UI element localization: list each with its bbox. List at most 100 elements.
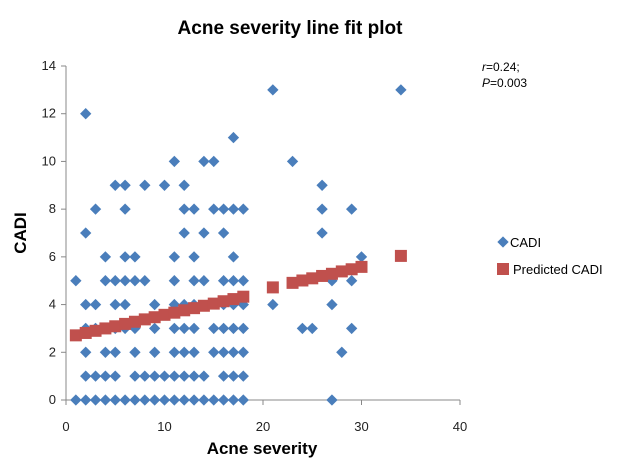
cadi-point: [208, 322, 220, 335]
cadi-point: [316, 227, 328, 239]
x-ticks: 0 10 20 30 40: [62, 400, 467, 434]
cadi-point: [188, 251, 200, 263]
cadi-point: [129, 394, 141, 406]
predicted-cadi-point: [99, 322, 112, 335]
cadi-point: [336, 346, 348, 358]
predicted-cadi-point: [109, 320, 122, 333]
cadi-point: [227, 251, 240, 263]
cadi-point: [158, 394, 171, 406]
cadi-point: [99, 275, 112, 287]
cadi-point: [89, 370, 102, 382]
cadi-point: [168, 370, 181, 382]
predicted-cadi-point: [335, 265, 348, 278]
cadi-point: [217, 203, 230, 215]
predicted-cadi-point: [345, 263, 358, 276]
cadi-point: [109, 179, 121, 191]
x-tick-label: 20: [256, 419, 270, 434]
predicted-cadi-point: [138, 313, 151, 326]
predicted-cadi-point: [89, 324, 102, 337]
cadi-point: [395, 84, 407, 96]
svg-text:r=0.24;: r=0.24;: [482, 60, 520, 74]
cadi-point: [227, 346, 240, 358]
cadi-point: [227, 394, 240, 406]
predicted-cadi-point: [217, 295, 230, 308]
cadi-point: [109, 394, 121, 406]
predicted-cadi-point: [207, 297, 220, 310]
cadi-point: [208, 394, 220, 406]
cadi-point: [188, 203, 200, 215]
cadi-point: [109, 298, 121, 311]
cadi-point: [188, 394, 200, 406]
y-tick-label: 12: [42, 106, 56, 121]
predicted-cadi-point: [188, 302, 201, 315]
cadi-point: [109, 346, 121, 358]
cadi-point: [129, 251, 141, 263]
cadi-point: [99, 394, 112, 406]
cadi-point: [80, 108, 92, 120]
p-value: =0.003: [490, 76, 527, 90]
svg-text:P=0.003: P=0.003: [482, 76, 527, 90]
cadi-point: [237, 370, 249, 382]
legend-cadi-label: CADI: [510, 235, 541, 250]
predicted-cadi-point: [306, 272, 319, 285]
cadi-point: [80, 370, 92, 382]
cadi-point: [89, 203, 102, 215]
cadi-point: [316, 179, 328, 191]
legend-cadi-marker: [497, 236, 509, 248]
cadi-point: [178, 346, 190, 358]
legend: CADI Predicted CADI: [497, 235, 603, 277]
y-tick-label: 0: [49, 392, 56, 407]
cadi-point: [198, 155, 210, 168]
predicted-cadi-point: [286, 276, 299, 289]
r-value: =0.24;: [486, 60, 520, 74]
cadi-point: [208, 155, 220, 168]
cadi-point: [198, 275, 210, 287]
x-tick-label: 40: [453, 419, 467, 434]
predicted-cadi-point: [355, 260, 368, 273]
y-tick-label: 2: [49, 344, 56, 359]
y-ticks: 0 2 4 6 8 10 12 14: [42, 58, 66, 407]
cadi-point: [119, 251, 131, 263]
chart-title: Acne severity line fit plot: [178, 18, 404, 39]
cadi-point: [208, 203, 220, 215]
cadi-point: [70, 394, 82, 406]
cadi-point: [286, 155, 299, 168]
cadi-point: [227, 131, 240, 144]
cadi-point: [119, 179, 131, 191]
cadi-point: [227, 275, 240, 287]
cadi-point: [188, 275, 200, 287]
cadi-point: [198, 394, 210, 406]
cadi-point: [89, 298, 102, 311]
x-tick-label: 10: [157, 419, 171, 434]
cadi-point: [80, 346, 92, 358]
cadi-point: [139, 370, 151, 382]
cadi-point: [139, 394, 151, 406]
cadi-point: [345, 203, 358, 215]
cadi-point: [148, 322, 161, 335]
predicted-cadi-point: [128, 315, 141, 328]
cadi-point: [217, 346, 230, 358]
predicted-cadi-point: [296, 274, 309, 287]
cadi-point: [217, 275, 230, 287]
x-axis-label: Acne severity: [207, 439, 318, 458]
cadi-point: [237, 346, 249, 358]
cadi-point: [178, 322, 190, 335]
predicted-cadi-point: [394, 249, 407, 262]
axes: [65, 66, 460, 401]
cadi-point: [227, 203, 240, 215]
cadi-point: [326, 394, 338, 406]
x-tick-label: 0: [62, 419, 69, 434]
stats-annotation: r=0.24; P=0.003: [482, 60, 527, 90]
cadi-point: [217, 370, 230, 382]
cadi-point: [267, 298, 279, 311]
cadi-point: [148, 370, 161, 382]
cadi-point: [345, 322, 358, 335]
cadi-point: [99, 251, 112, 263]
legend-predicted-marker: [497, 263, 509, 275]
cadi-point: [99, 346, 112, 358]
cadi-point: [129, 346, 141, 358]
cadi-point: [70, 275, 82, 287]
cadi-point: [148, 394, 161, 406]
predicted-cadi-point: [158, 308, 171, 321]
